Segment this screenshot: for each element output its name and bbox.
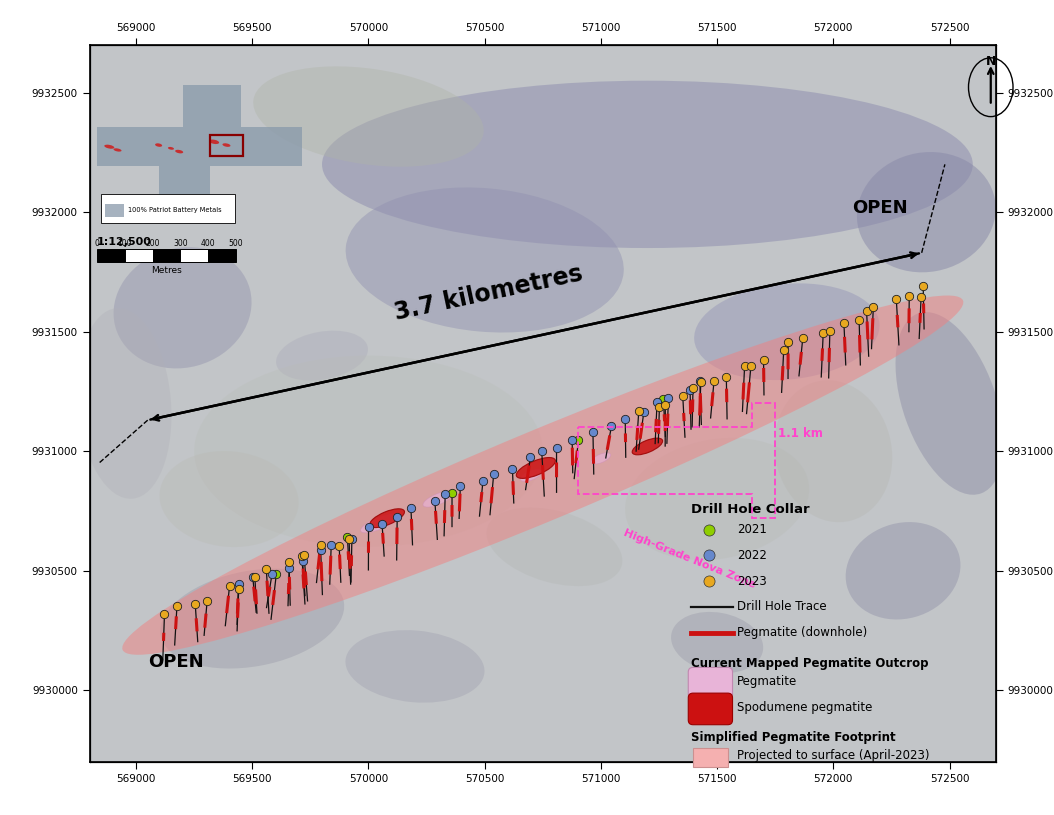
Bar <box>101 194 235 223</box>
Ellipse shape <box>671 612 763 673</box>
Ellipse shape <box>114 247 252 368</box>
Text: N: N <box>985 55 996 68</box>
Ellipse shape <box>896 312 1003 495</box>
Ellipse shape <box>775 381 893 522</box>
Ellipse shape <box>695 284 879 380</box>
Text: Drill Hole Collar: Drill Hole Collar <box>691 503 811 516</box>
Ellipse shape <box>521 469 542 482</box>
Text: Pegmatite: Pegmatite <box>738 675 798 688</box>
Ellipse shape <box>857 152 996 272</box>
Ellipse shape <box>323 81 973 248</box>
Ellipse shape <box>160 569 345 668</box>
Ellipse shape <box>222 143 231 147</box>
Ellipse shape <box>360 513 399 533</box>
FancyBboxPatch shape <box>688 693 733 725</box>
Ellipse shape <box>155 143 162 147</box>
Text: 100% Patriot Battery Metals: 100% Patriot Battery Metals <box>128 207 221 214</box>
Ellipse shape <box>159 451 298 547</box>
Text: 200: 200 <box>145 239 160 248</box>
Text: 3.7 kilometres: 3.7 kilometres <box>392 261 585 324</box>
Ellipse shape <box>632 438 663 455</box>
Ellipse shape <box>487 508 622 586</box>
Bar <box>105 204 123 217</box>
Text: Projected to surface (April-2023): Projected to surface (April-2023) <box>738 750 930 762</box>
Polygon shape <box>183 85 240 127</box>
Ellipse shape <box>370 509 405 527</box>
Text: 100: 100 <box>118 239 132 248</box>
Ellipse shape <box>253 66 484 167</box>
Ellipse shape <box>168 147 174 150</box>
Text: 1.1 km: 1.1 km <box>778 427 822 440</box>
Ellipse shape <box>276 331 368 381</box>
Ellipse shape <box>845 522 960 619</box>
Text: 1:12,500: 1:12,500 <box>97 237 152 247</box>
Text: 2022: 2022 <box>738 548 767 562</box>
Bar <box>180 249 209 262</box>
Text: Simplified Pegmatite Footprint: Simplified Pegmatite Footprint <box>691 731 896 744</box>
Ellipse shape <box>194 355 543 547</box>
Text: 2023: 2023 <box>738 575 767 588</box>
Text: 2021: 2021 <box>738 523 767 536</box>
Bar <box>153 249 180 262</box>
Bar <box>694 748 727 767</box>
Text: 500: 500 <box>229 239 243 248</box>
Text: 300: 300 <box>173 239 188 248</box>
Ellipse shape <box>114 148 121 152</box>
Bar <box>124 249 153 262</box>
Text: Pegmatite (downhole): Pegmatite (downhole) <box>738 626 867 639</box>
Bar <box>97 249 124 262</box>
Ellipse shape <box>209 139 219 144</box>
Text: Drill Hole Trace: Drill Hole Trace <box>738 601 827 614</box>
Ellipse shape <box>175 150 183 153</box>
Ellipse shape <box>516 457 555 478</box>
Polygon shape <box>159 166 210 199</box>
Ellipse shape <box>104 145 114 148</box>
FancyBboxPatch shape <box>688 667 733 699</box>
Ellipse shape <box>77 308 172 499</box>
Bar <box>210 135 242 156</box>
Ellipse shape <box>423 491 453 507</box>
Text: OPEN: OPEN <box>148 653 203 672</box>
Text: Spodumene pegmatite: Spodumene pegmatite <box>738 701 873 714</box>
Text: Current Mapped Pegmatite Outcrop: Current Mapped Pegmatite Outcrop <box>691 657 929 670</box>
Ellipse shape <box>346 187 624 333</box>
Text: 400: 400 <box>201 239 216 248</box>
Ellipse shape <box>625 438 809 560</box>
Text: High-Grade Nova Zone: High-Grade Nova Zone <box>622 528 757 590</box>
Text: 0: 0 <box>95 239 99 248</box>
Ellipse shape <box>591 453 610 464</box>
Text: OPEN: OPEN <box>852 199 907 217</box>
Text: Metres: Metres <box>151 266 182 275</box>
Ellipse shape <box>346 630 485 703</box>
Bar <box>209 249 236 262</box>
Polygon shape <box>97 127 302 166</box>
Ellipse shape <box>122 296 963 654</box>
